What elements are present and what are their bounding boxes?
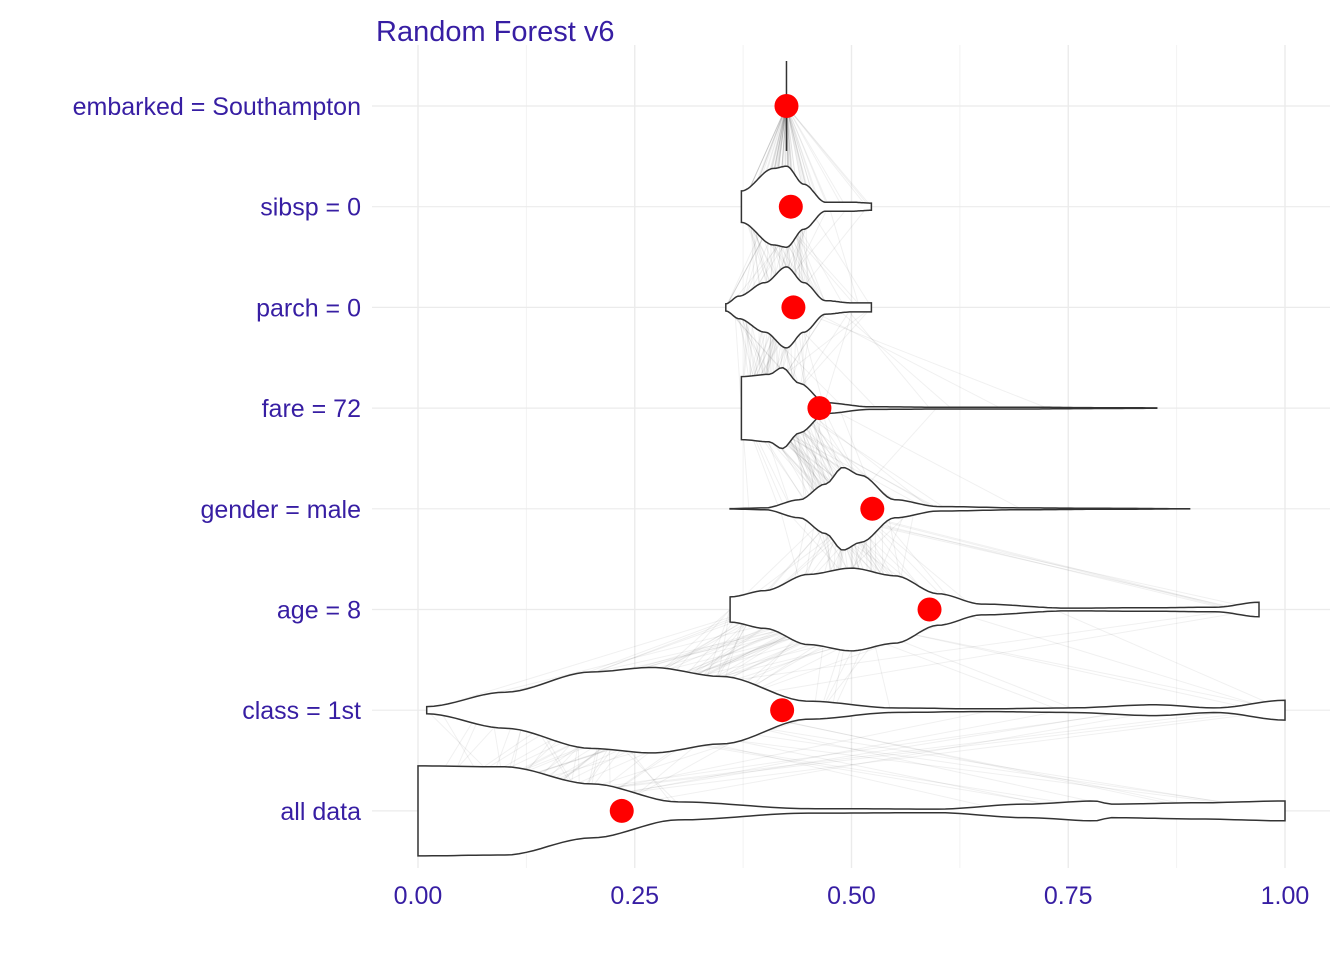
x-tick-label: 0.50 [827,882,876,910]
mean-point [781,295,806,320]
trajectory-line [786,105,868,208]
trajectory-line [829,407,1022,510]
mean-point [860,496,885,521]
trajectory-line [426,609,756,711]
trajectory-line [828,206,860,308]
mean-points [609,94,942,823]
y-tick-label: sibsp = 0 [260,194,361,222]
y-tick-label: embarked = Southampton [73,93,361,121]
trajectory-line [808,408,823,509]
mean-point [807,396,832,421]
trajectory-line [807,206,872,308]
trajectory-line [734,307,742,409]
trajectory-line [832,508,1234,610]
trajectory-line [591,709,1165,812]
trajectory-line [815,508,1230,610]
y-tick-label: gender = male [200,496,361,524]
trajectory-line [786,105,822,207]
chart-title: Random Forest v6 [376,16,615,48]
trajectory-line [803,407,932,510]
y-tick-label: fare = 72 [262,395,361,423]
trajectory-line [873,508,959,610]
trajectory-line [786,105,872,208]
violins [417,61,1286,857]
trajectory-line [790,306,1048,409]
x-tick-label: 1.00 [1261,882,1310,910]
violin [417,765,1286,857]
trajectory-line [805,306,1001,409]
y-axis-labels: all data class = 1st age = 8 gender = male f… [73,93,361,826]
x-axis-ticks: 0.00 0.25 0.50 0.75 1.00 [394,882,1310,910]
trajectory-line [786,105,847,207]
violin [740,165,873,248]
x-tick-label: 0.00 [394,882,443,910]
violin [740,366,1158,450]
violin [425,666,1286,754]
y-tick-label: age = 8 [277,597,361,625]
trajectory-line [837,508,1238,610]
violin [729,567,1260,652]
mean-point [917,597,942,622]
x-tick-label: 0.25 [610,882,659,910]
trajectory-line [786,105,829,207]
mean-point [778,194,803,219]
trajectory-line [835,307,952,409]
y-tick-label: class = 1st [242,697,361,725]
trajectory-line [794,407,947,510]
trajectory-line [786,105,870,208]
trajectory-line [732,709,1205,812]
trajectory-line [786,105,843,207]
x-tick-label: 0.75 [1044,882,1093,910]
trajectory-line [785,105,820,207]
trajectory-line [946,609,1275,711]
trajectory-line [845,307,930,409]
trajectory-line [728,709,1218,812]
mean-point [609,798,634,823]
y-tick-label: all data [280,798,361,826]
violin [729,466,1191,551]
trajectory-line [822,307,854,409]
mean-point [774,94,799,118]
trajectory-line [1053,609,1286,711]
trajectory-line [786,105,830,207]
mean-point [770,698,795,723]
y-tick-label: parch = 0 [256,294,361,322]
